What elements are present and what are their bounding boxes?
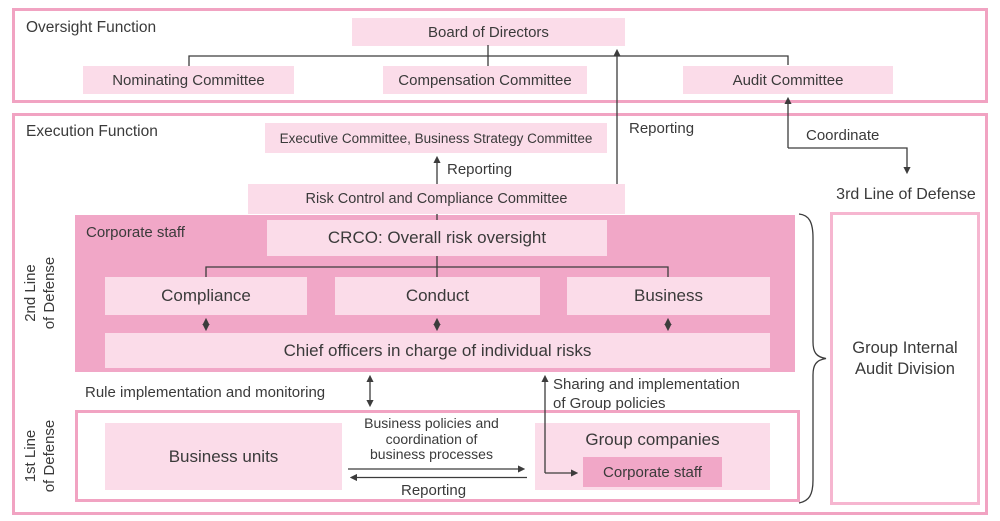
business-policies-label: Business policies and coordination of bu… [350,415,513,463]
sharing-label-line1: Sharing and implementation [553,376,740,393]
gia-line2: Audit Division [855,359,955,378]
coordinate-label: Coordinate [806,127,880,144]
business-box: Business [567,277,770,315]
nominating-committee-box: Nominating Committee [83,66,294,94]
reporting-board-label: Reporting [629,120,695,137]
first-line-label-line2: of Defense [41,419,58,493]
business-policies-line2: coordination of [385,430,478,447]
board-of-directors-box: Board of Directors [352,18,625,46]
group-companies-label: Group companies [585,430,720,449]
second-line-label-line2: of Defense [41,256,58,330]
oversight-function-label: Oversight Function [26,19,157,36]
execution-function-label: Execution Function [26,123,158,140]
crco-box: CRCO: Overall risk oversight [267,220,607,256]
first-line-label-line1: 1st Line [22,429,39,483]
gia-line1: Group Internal [852,338,958,357]
business-policies-line3: business processes [370,446,493,462]
sharing-label-line2: of Group policies [553,395,666,412]
compensation-committee-box: Compensation Committee [383,66,587,94]
third-line-of-defense-label: 3rd Line of Defense [836,186,976,203]
group-internal-audit-box: Group Internal Audit Division [830,212,980,505]
risk-control-committee-box: Risk Control and Compliance Committee [248,184,625,214]
second-line-of-defense-label: 2nd Line of Defense [21,233,63,353]
business-policies-line1: Business policies and [364,415,499,431]
chief-officers-box: Chief officers in charge of individual r… [105,333,770,368]
reporting-bottom-label: Reporting [401,482,467,499]
corporate-staff-label: Corporate staff [86,224,185,241]
sharing-label: Sharing and implementation of Group poli… [553,375,740,413]
group-corporate-staff-box: Corporate staff [583,457,722,487]
reporting-exec-label: Reporting [447,161,513,178]
business-units-box: Business units [105,423,342,490]
second-line-label-line1: 2nd Line [22,264,39,322]
conduct-box: Conduct [335,277,540,315]
compliance-box: Compliance [105,277,307,315]
executive-committee-box: Executive Committee, Business Strategy C… [265,123,607,153]
first-line-of-defense-label: 1st Line of Defense [21,396,63,516]
rule-implementation-label: Rule implementation and monitoring [85,384,326,401]
audit-committee-box: Audit Committee [683,66,893,94]
